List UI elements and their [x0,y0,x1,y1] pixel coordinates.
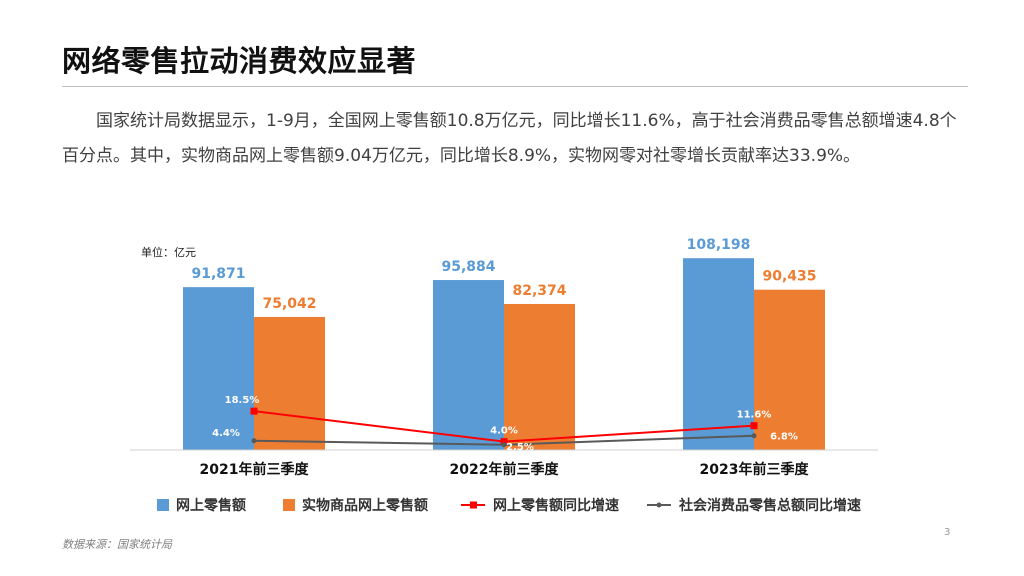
bar-value-label: 82,374 [512,283,566,299]
bar-value-label: 91,871 [191,266,245,282]
legend-label: 网上零售额同比增速 [493,497,619,514]
bar-value-label: 90,435 [762,269,816,285]
line-value-label: 11.6% [737,410,772,421]
line-marker [750,422,758,430]
bar-physical-online-1 [504,303,575,450]
line-value-label: 2.5% [506,442,534,453]
summary-paragraph: 国家统计局数据显示，1-9月，全国网上零售额10.8万亿元，同比增长11.6%，… [62,111,957,166]
line-marker [251,438,257,444]
data-source-note: 数据来源：国家统计局 [62,538,172,551]
x-tick-label: 2023年前三季度 [700,461,810,478]
line-value-label: 4.0% [490,426,518,437]
bar-value-label: 95,884 [441,259,495,275]
legend-swatch [283,499,295,511]
legend-label: 网上零售额 [176,497,246,514]
x-tick-label: 2021年前三季度 [200,461,310,478]
legend-marker [470,501,477,509]
bar-value-label: 75,042 [262,296,316,312]
legend-marker [656,502,662,508]
x-tick-label: 2022年前三季度 [450,461,560,478]
bar-online-retail-0 [183,287,254,450]
line-marker [250,407,258,415]
bar-online-retail-1 [433,280,504,450]
bar-physical-online-0 [254,316,325,450]
bar-online-retail-2 [683,258,754,450]
legend-swatch [157,499,169,511]
line-marker [751,433,757,439]
line-value-label: 6.8% [770,432,798,443]
bar-physical-online-2 [754,289,825,450]
legend-label: 社会消费品零售总额同比增速 [678,497,861,514]
legend-label: 实物商品网上零售额 [302,497,428,514]
line-marker [501,442,507,448]
title-divider [62,86,968,87]
line-value-label: 18.5% [225,395,260,406]
line-value-label: 4.4% [212,428,240,439]
page-title: 网络零售拉动消费效应显著 [62,44,417,78]
bar-value-label: 108,198 [687,237,751,253]
line-marker [500,438,508,446]
page-number: 3 [944,527,951,538]
unit-label: 单位：亿元 [141,245,196,259]
